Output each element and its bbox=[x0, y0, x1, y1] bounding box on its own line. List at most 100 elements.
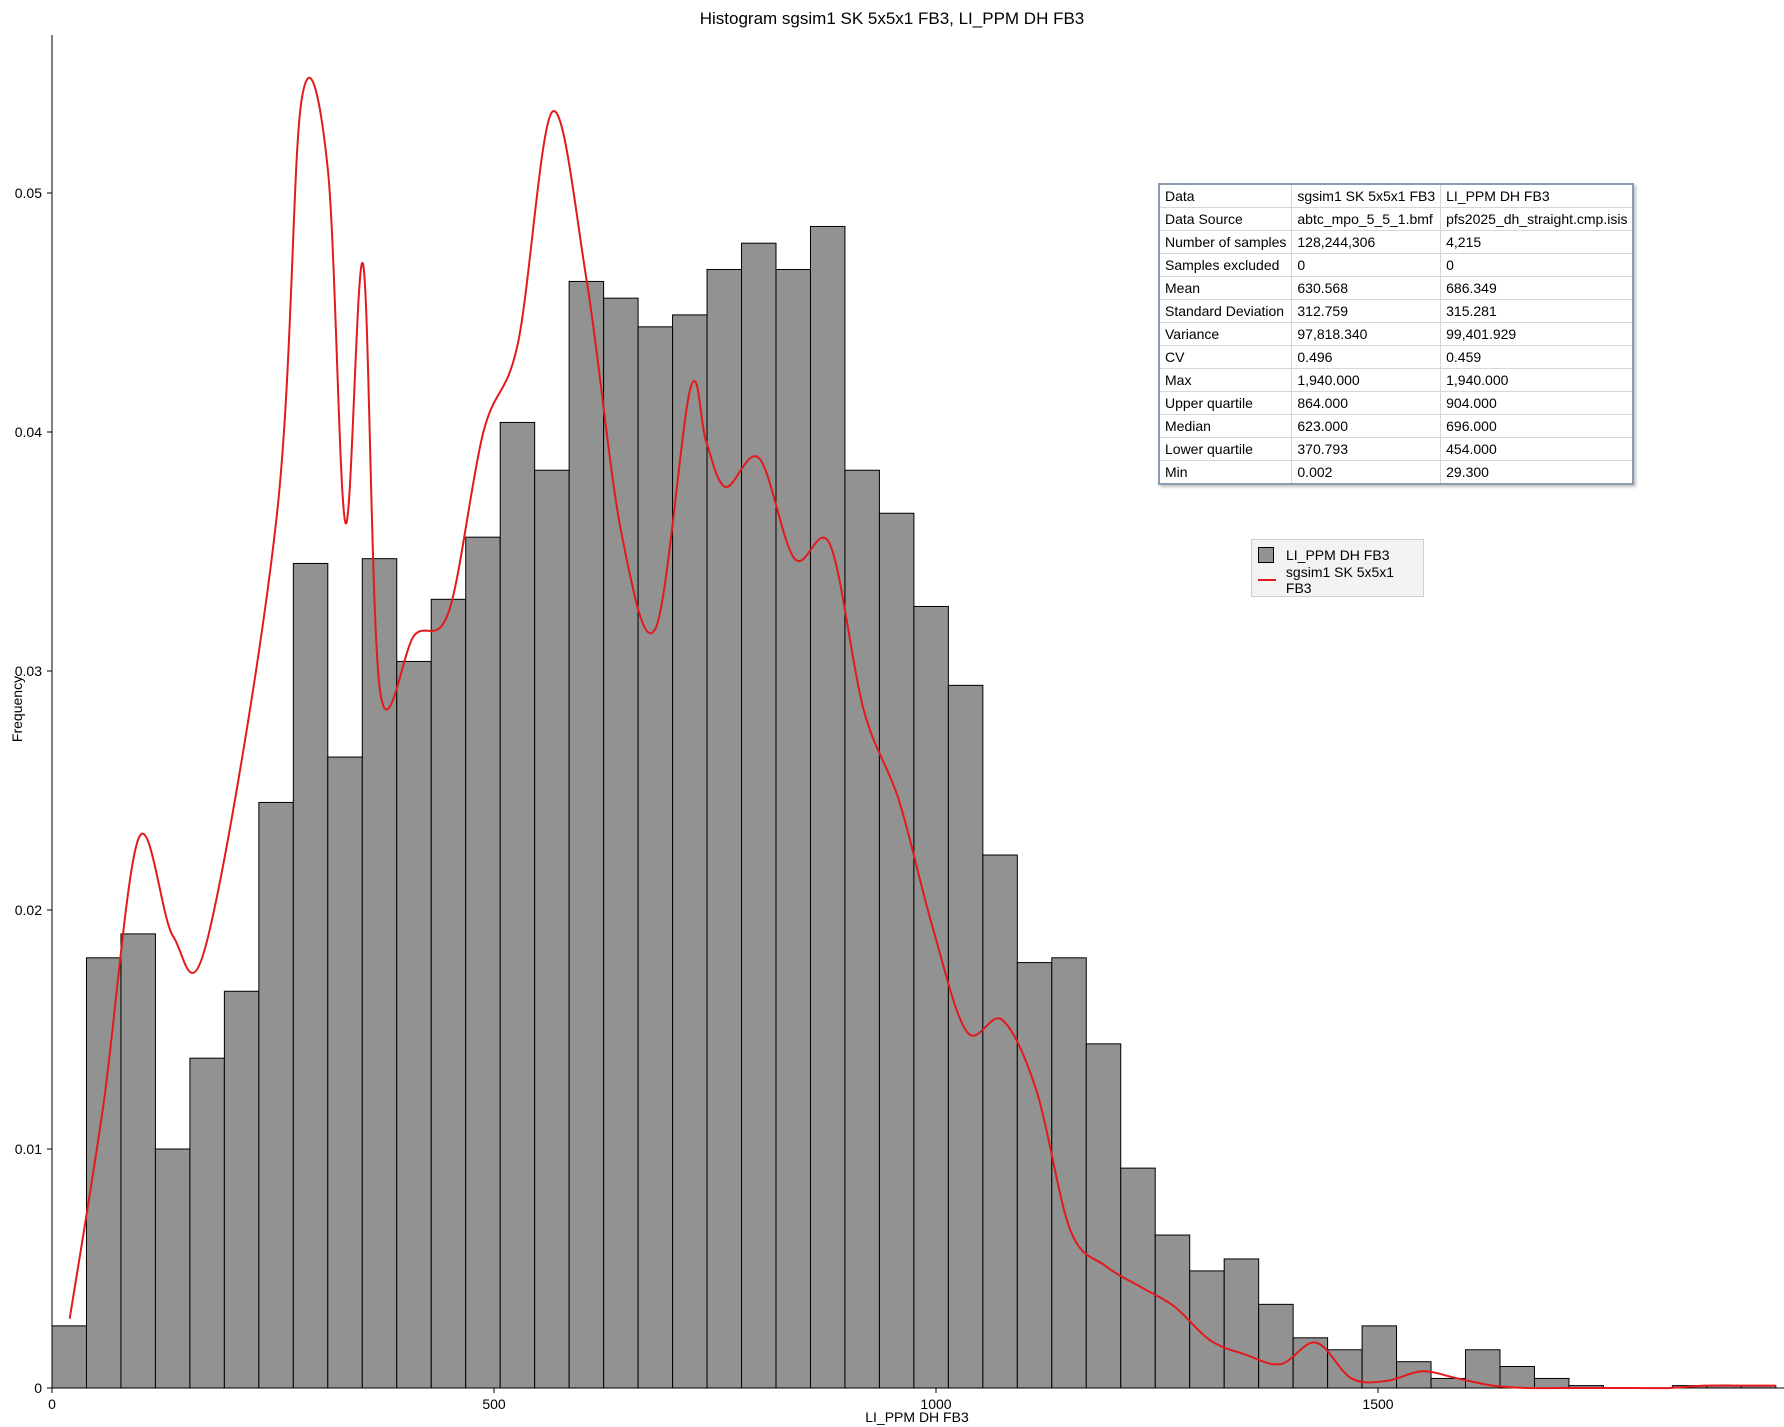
statistic-name: Lower quartile bbox=[1158, 437, 1293, 461]
statistics-row: Mean 630.568 686.349 bbox=[1158, 276, 1634, 300]
statistics-row: Upper quartile 864.000 904.000 bbox=[1158, 391, 1634, 415]
statistic-value: 370.793 bbox=[1291, 437, 1442, 461]
histogram-bar bbox=[1189, 1270, 1225, 1389]
x-tick-label: 1000 bbox=[920, 1396, 951, 1412]
legend-item-curve: sgsim1 SK 5x5x1 FB3 bbox=[1258, 564, 1423, 596]
statistic-value: LI_PPM DH FB3 bbox=[1440, 183, 1634, 208]
statistic-name: Median bbox=[1158, 414, 1293, 438]
statistic-name: Samples excluded bbox=[1158, 253, 1293, 277]
statistic-name: Upper quartile bbox=[1158, 391, 1293, 415]
y-axis-label: Frequency bbox=[9, 676, 25, 742]
chart-title: Histogram sgsim1 SK 5x5x1 FB3, LI_PPM DH… bbox=[700, 9, 1085, 28]
statistic-value: 630.568 bbox=[1291, 276, 1442, 300]
statistics-row: Standard Deviation 312.759 315.281 bbox=[1158, 299, 1634, 323]
histogram-bar bbox=[534, 469, 570, 1389]
frequency-curve bbox=[68, 76, 1776, 1390]
statistic-value: 128,244,306 bbox=[1291, 230, 1442, 254]
histogram-bar bbox=[878, 512, 915, 1389]
y-tick-label: 0.05 bbox=[15, 185, 42, 201]
y-tick-label: 0.02 bbox=[15, 902, 42, 918]
histogram-bar bbox=[1223, 1258, 1260, 1389]
y-tick-label: 0.04 bbox=[15, 424, 42, 440]
chart-legend: LI_PPM DH FB3 sgsim1 SK 5x5x1 FB3 bbox=[1251, 539, 1424, 597]
axes-layer bbox=[51, 35, 1784, 1389]
histogram-bar bbox=[327, 756, 363, 1389]
statistic-value: 1,940.000 bbox=[1440, 368, 1634, 392]
statistic-value: 0.496 bbox=[1291, 345, 1442, 369]
statistics-row: Median 623.000 696.000 bbox=[1158, 414, 1634, 438]
x-axis-label: LI_PPM DH FB3 bbox=[865, 1409, 969, 1425]
statistic-name: Data Source bbox=[1158, 207, 1293, 231]
statistic-name: Max bbox=[1158, 368, 1293, 392]
statistic-name: Min bbox=[1158, 460, 1293, 485]
histogram-bar bbox=[223, 990, 260, 1389]
histogram-bar bbox=[672, 314, 708, 1389]
histogram-bar bbox=[603, 297, 639, 1389]
histogram-bar bbox=[292, 562, 329, 1389]
histogram-bar bbox=[430, 598, 467, 1389]
statistic-name: Number of samples bbox=[1158, 230, 1293, 254]
histogram-bar bbox=[120, 933, 156, 1389]
statistic-value: 904.000 bbox=[1440, 391, 1634, 415]
statistics-row: Data sgsim1 SK 5x5x1 FB3 LI_PPM DH FB3 bbox=[1158, 183, 1634, 208]
legend-swatch-box-icon bbox=[1258, 547, 1274, 563]
ticks-layer: 0 500 1000 1500 0 0.01 0.02 0.03 0.04 0.05 bbox=[15, 185, 1394, 1412]
histogram-bar bbox=[189, 1057, 225, 1389]
histogram-bar bbox=[1120, 1167, 1156, 1389]
statistic-value: 0.002 bbox=[1291, 460, 1442, 485]
histogram-bar bbox=[1396, 1361, 1432, 1389]
legend-swatch-line-icon bbox=[1258, 579, 1276, 581]
statistic-value: 623.000 bbox=[1291, 414, 1442, 438]
histogram-bar bbox=[258, 801, 294, 1389]
statistic-name: Variance bbox=[1158, 322, 1293, 346]
histogram-bar bbox=[809, 225, 846, 1389]
y-tick-label: 0.03 bbox=[15, 663, 42, 679]
statistic-value: 29.300 bbox=[1440, 460, 1634, 485]
statistic-value: 454.000 bbox=[1440, 437, 1634, 461]
histogram-bar bbox=[499, 421, 536, 1389]
x-tick-label: 0 bbox=[48, 1396, 56, 1412]
histogram-bar bbox=[1327, 1349, 1363, 1389]
statistics-table-body: Data sgsim1 SK 5x5x1 FB3 LI_PPM DH FB3 Data… bbox=[1158, 183, 1634, 485]
statistic-value: abtc_mpo_5_5_1.bmf bbox=[1291, 207, 1442, 231]
statistics-table: Data sgsim1 SK 5x5x1 FB3 LI_PPM DH FB3 Data… bbox=[1158, 183, 1635, 485]
histogram-bar bbox=[947, 684, 984, 1389]
legend-label-curve: sgsim1 SK 5x5x1 FB3 bbox=[1285, 564, 1395, 596]
bars-layer bbox=[51, 225, 1777, 1389]
x-tick-label: 500 bbox=[482, 1396, 506, 1412]
histogram-bar bbox=[51, 1325, 87, 1389]
histogram-bar bbox=[982, 854, 1018, 1389]
statistic-value: 1,940.000 bbox=[1291, 368, 1442, 392]
statistic-value: 97,818.340 bbox=[1291, 322, 1442, 346]
histogram-bar bbox=[637, 326, 674, 1389]
x-tick-label: 1500 bbox=[1362, 1396, 1393, 1412]
statistic-name: Mean bbox=[1158, 276, 1293, 300]
statistic-value: 864.000 bbox=[1291, 391, 1442, 415]
histogram-bar bbox=[1016, 962, 1053, 1389]
statistic-value: 99,401.929 bbox=[1440, 322, 1634, 346]
statistics-row: Lower quartile 370.793 454.000 bbox=[1158, 437, 1634, 461]
histogram-bar bbox=[1085, 1043, 1122, 1389]
statistics-row: Min 0.002 29.300 bbox=[1158, 460, 1634, 485]
histogram-bar bbox=[1499, 1365, 1535, 1389]
histogram-bar bbox=[465, 536, 501, 1389]
histogram-bar bbox=[775, 268, 811, 1389]
histogram-bar bbox=[913, 605, 949, 1389]
histogram-bar bbox=[1051, 957, 1087, 1389]
histogram-bar bbox=[396, 660, 432, 1389]
statistic-value: sgsim1 SK 5x5x1 FB3 bbox=[1291, 183, 1442, 208]
statistic-value: 696.000 bbox=[1440, 414, 1634, 438]
y-tick-label: 0.01 bbox=[15, 1141, 42, 1157]
histogram-bar bbox=[85, 957, 122, 1389]
statistic-value: pfs2025_dh_straight.cmp.isis bbox=[1440, 207, 1634, 231]
curve-layer bbox=[68, 76, 1776, 1390]
legend-item-histogram: LI_PPM DH FB3 bbox=[1258, 545, 1389, 565]
statistics-row: Variance 97,818.340 99,401.929 bbox=[1158, 322, 1634, 346]
legend-label-histogram: LI_PPM DH FB3 bbox=[1286, 547, 1390, 563]
statistics-row: Samples excluded 0 0 bbox=[1158, 253, 1634, 277]
histogram-bar bbox=[1154, 1234, 1191, 1389]
histogram-bar bbox=[706, 268, 743, 1389]
y-tick-label: 0 bbox=[34, 1380, 42, 1396]
statistic-value: 0 bbox=[1291, 253, 1442, 277]
